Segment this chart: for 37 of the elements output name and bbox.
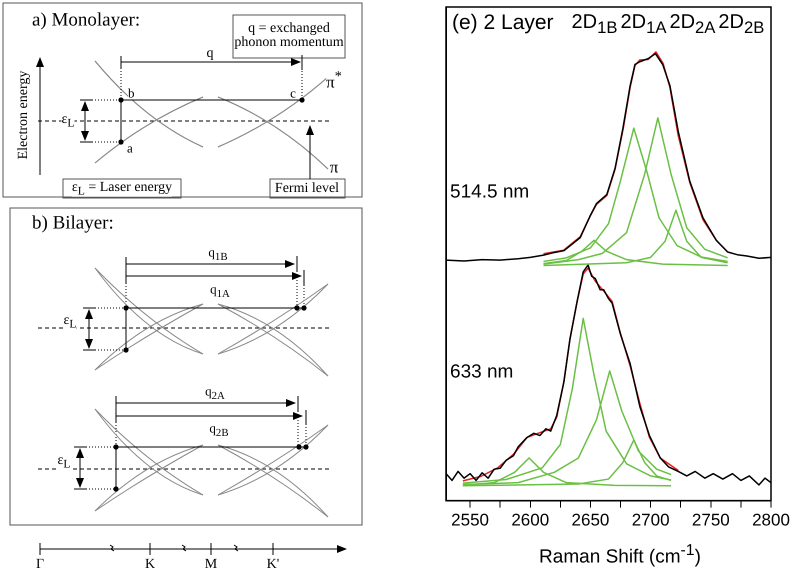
text: q$_{2B}$ (209, 420, 229, 439)
annotation: 633 nm (450, 362, 514, 382)
text: K (144, 557, 156, 572)
text: a) Monolayer: (32, 10, 140, 30)
text: π (330, 158, 338, 176)
text: 2D$_{2B}$ (718, 11, 764, 37)
x-tick-label: 2600 (511, 510, 550, 530)
text: Fermi level (274, 181, 340, 196)
text: 2D$_{2A}$ (669, 11, 716, 37)
text: Γ (36, 557, 44, 572)
text: b (128, 86, 134, 100)
text: K' (266, 557, 280, 572)
text: 2D$_{1A}$ (620, 11, 666, 37)
annotation: 514.5 nm (450, 182, 530, 202)
x-tick-label: 2750 (692, 510, 730, 530)
text: q$_{2A}$ (205, 383, 225, 402)
chart-title: (e) 2 Layer (452, 11, 554, 34)
text: q (206, 46, 214, 61)
text: ε$_{L}$ (63, 312, 77, 331)
text: q$_{1A}$ (210, 281, 230, 300)
text: q = exchanged phonon momentum (234, 21, 344, 50)
x-axis-title: Raman Shift (cm$^{-1}$) (539, 542, 701, 568)
text: q$_{1B}$ (208, 244, 228, 263)
text: Electron energy (16, 70, 31, 160)
text: c (290, 86, 296, 100)
text: a (127, 140, 133, 156)
text: 2D$_{1B}$ (572, 11, 618, 37)
text: ε$_{L}$ = Laser energy (72, 180, 172, 198)
x-tick-label: 2700 (632, 510, 670, 530)
text: ε$_{L}$ (61, 112, 75, 130)
x-tick-label: 2650 (572, 510, 610, 530)
text: b) Bilayer: (32, 212, 114, 234)
text: ε$_{L}$ (57, 452, 71, 471)
text: M (204, 557, 218, 572)
x-tick-label: 2550 (451, 510, 489, 530)
x-tick-label: 2800 (752, 510, 790, 530)
text: π$^{*}$ (326, 68, 342, 92)
